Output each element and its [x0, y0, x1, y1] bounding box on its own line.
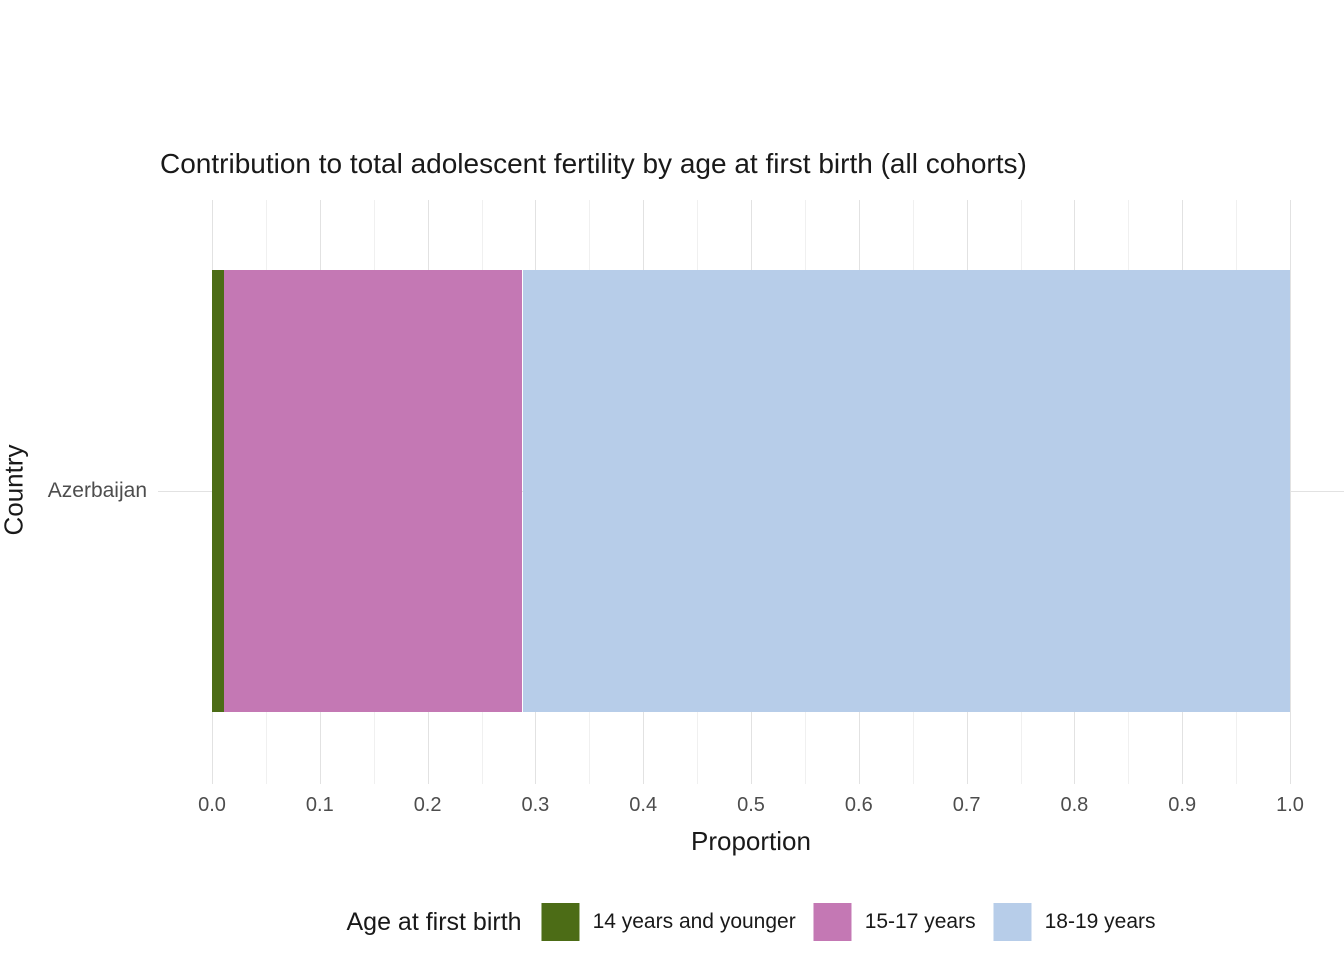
bar-segment-2 — [223, 270, 523, 712]
x-tick-label: 0.0 — [198, 794, 226, 816]
x-tick-label: 0.6 — [844, 794, 873, 816]
legend-item: 15-17 years — [813, 903, 976, 941]
x-tick-label: 0.1 — [305, 794, 334, 816]
bar-segment-3 — [522, 270, 1290, 712]
legend-item: 14 years and younger — [541, 903, 796, 941]
x-tick-label: 1.0 — [1276, 794, 1304, 816]
legend-title: Age at first birth — [346, 907, 522, 936]
x-tick-label: 0.8 — [1060, 794, 1089, 816]
legend-item: 18-19 years — [993, 903, 1156, 941]
x-tick-label: 0.5 — [737, 794, 765, 816]
legend-key-label: 14 years and younger — [592, 910, 796, 933]
x-tick-label: 0.4 — [629, 794, 658, 816]
legend-key-swatch — [813, 903, 852, 941]
x-tick-label: 0.2 — [413, 794, 442, 816]
x-axis-title: Proportion — [691, 826, 811, 856]
x-tick-label: 0.7 — [952, 794, 981, 816]
plot-panel — [158, 200, 1344, 784]
legend-key-label: 18-19 years — [1044, 910, 1156, 933]
x-tick-label: 0.3 — [521, 794, 550, 816]
legend-items: 14 years and younger 15-17 years 18-19 yea… — [541, 903, 1156, 941]
legend-key-swatch — [541, 903, 580, 941]
y-tick-label-azerbaijan: Azerbaijan — [47, 479, 147, 502]
chart-title: Contribution to total adolescent fertili… — [160, 148, 1027, 179]
bar-segment-1 — [212, 270, 224, 712]
gridline-major — [1290, 200, 1291, 784]
x-tick-label: 0.9 — [1168, 794, 1197, 816]
legend-key-label: 15-17 years — [864, 910, 976, 933]
legend: Age at first birth 14 years and younger 1… — [346, 903, 1156, 941]
legend-key-swatch — [993, 903, 1032, 941]
